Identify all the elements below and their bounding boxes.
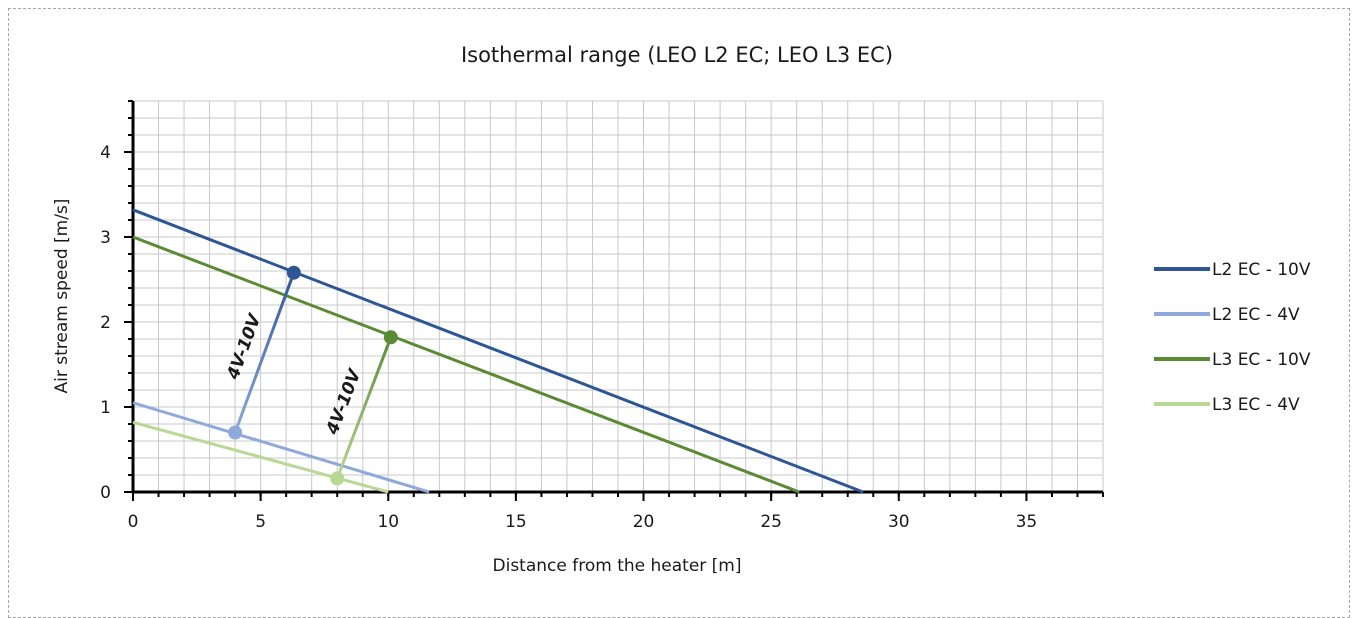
connector-label: 4V-10V (223, 310, 266, 383)
chart: Isothermal range (LEO L2 EC; LEO L3 EC) … (52, 43, 1311, 576)
series-line-3 (132, 235, 800, 494)
legend: L2 EC - 10V L2 EC - 4V L3 EC - 10V L3 EC - … (1154, 260, 1311, 415)
axes: 0 5 10 15 20 25 30 35 0 1 2 3 4 (100, 100, 1104, 532)
series-line-2 (132, 401, 430, 494)
y-tick-label: 3 (100, 228, 111, 248)
x-tick-label: 35 (1016, 512, 1038, 532)
x-tick-label: 30 (888, 512, 910, 532)
y-axis-label: Air stream speed [m/s] (52, 199, 72, 394)
legend-label-2: L2 EC - 4V (1212, 305, 1300, 325)
chart-title: Isothermal range (LEO L2 EC; LEO L3 EC) (461, 43, 893, 67)
legend-label-3: L3 EC - 10V (1212, 350, 1311, 370)
connector-line (233, 272, 296, 434)
y-tick-label: 4 (100, 143, 111, 163)
y-tick-label: 2 (100, 313, 111, 333)
series-line-1 (132, 208, 864, 494)
grid (133, 100, 1104, 492)
x-tick-label: 5 (255, 512, 266, 532)
x-tick-label: 15 (505, 512, 527, 532)
series-layer (132, 208, 864, 494)
x-axis-label: Distance from the heater [m] (493, 556, 742, 576)
legend-label-1: L2 EC - 10V (1212, 260, 1311, 280)
x-tick-label: 0 (128, 512, 139, 532)
y-tick-label: 0 (100, 483, 111, 503)
series-line-4 (132, 420, 389, 494)
x-tick-label: 25 (760, 512, 782, 532)
connector-label: 4V-10V (322, 365, 366, 438)
x-tick-label: 10 (377, 512, 399, 532)
connector-line (335, 336, 393, 479)
legend-label-4: L3 EC - 4V (1212, 395, 1300, 415)
x-tick-label: 20 (633, 512, 655, 532)
y-tick-label: 1 (100, 398, 111, 418)
